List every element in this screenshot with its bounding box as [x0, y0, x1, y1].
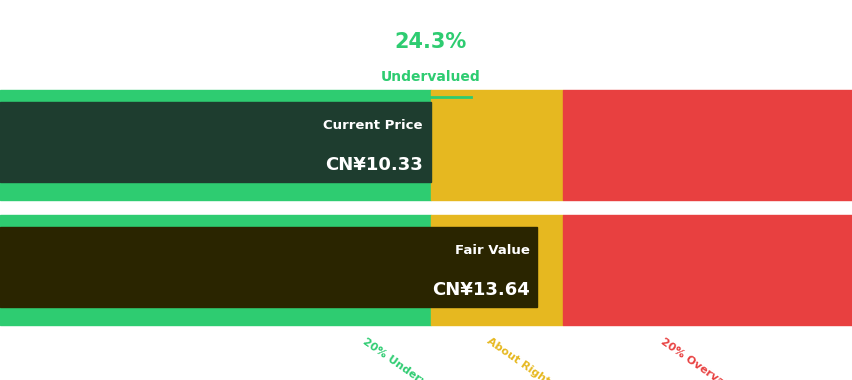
Text: CN¥13.64: CN¥13.64: [431, 281, 529, 299]
Text: Undervalued: Undervalued: [381, 70, 480, 84]
Text: 20% Undervalued: 20% Undervalued: [360, 336, 456, 380]
Text: CN¥10.33: CN¥10.33: [325, 156, 423, 174]
Bar: [0, 215, 430, 325]
Bar: [0, 90, 430, 200]
Text: 20% Overvalued: 20% Overvalued: [658, 336, 747, 380]
Bar: [430, 215, 562, 325]
Bar: [562, 215, 852, 325]
Text: About Right: About Right: [484, 336, 550, 380]
Bar: [562, 90, 852, 200]
Bar: [0, 227, 537, 307]
Text: 24.3%: 24.3%: [394, 32, 466, 52]
Text: Current Price: Current Price: [323, 119, 423, 132]
Text: Fair Value: Fair Value: [454, 244, 529, 257]
Bar: [430, 90, 562, 200]
Bar: [0, 102, 430, 182]
